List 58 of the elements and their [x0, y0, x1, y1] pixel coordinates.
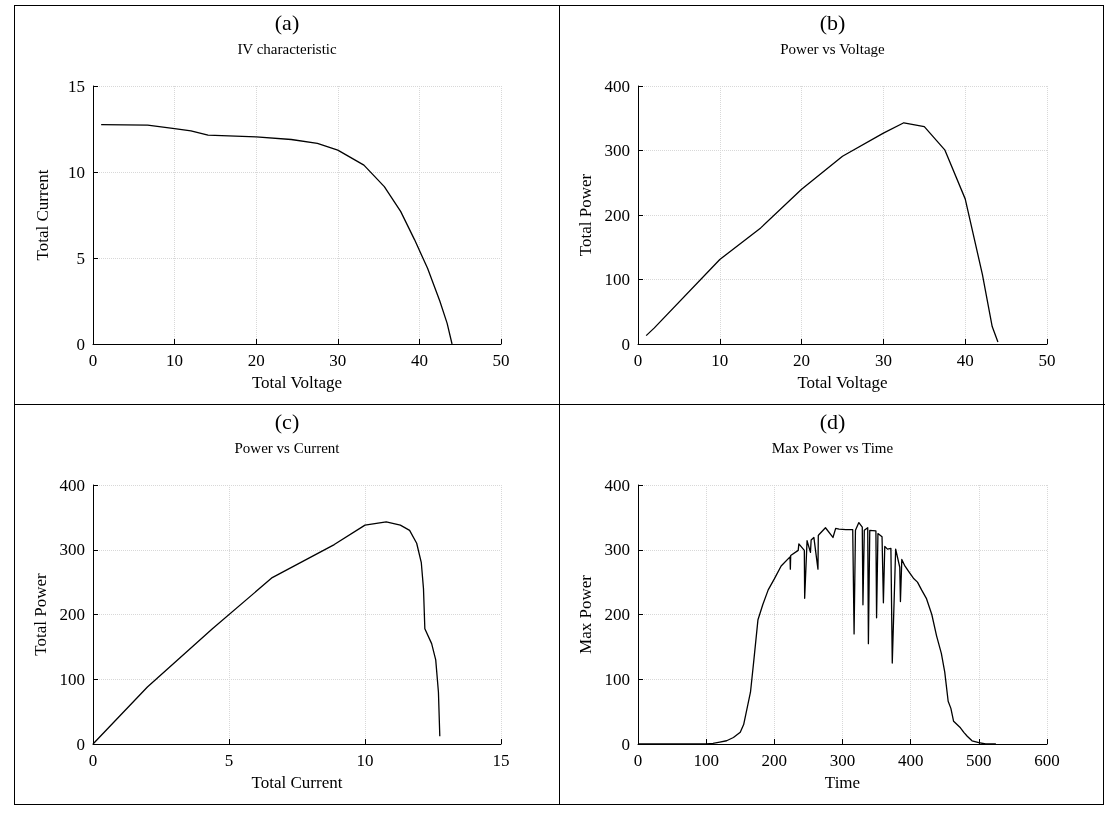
x-tick-label: 0 [633, 351, 643, 370]
y-tick-label: 100 [59, 669, 85, 689]
y-axis-title: Max Power [575, 574, 595, 654]
x-tick-label: 400 [897, 751, 924, 770]
x-tick-label: 500 [966, 751, 992, 770]
x-tick-label: 50 [1038, 351, 1056, 370]
y-tick-label: 0 [76, 734, 85, 754]
y-axis-title: Total Current [33, 169, 52, 261]
x-axis-title: Total Voltage [797, 372, 888, 392]
y-tick-label: 200 [59, 605, 85, 624]
y-axis-title: Total Power [30, 572, 50, 656]
y-tick-label: 200 [604, 605, 630, 624]
y-tick-label: 0 [621, 334, 630, 354]
x-tick-label: 20 [793, 351, 811, 370]
y-tick-label: 300 [604, 141, 630, 160]
x-tick-label: 0 [633, 751, 643, 770]
y-tick-label: 400 [59, 475, 85, 495]
x-axis-title: Total Voltage [251, 372, 343, 392]
y-tick-label: 400 [604, 475, 630, 495]
x-tick-label: 10 [711, 351, 729, 370]
chart-title: (c) [274, 408, 300, 434]
x-tick-label: 40 [956, 351, 974, 370]
x-axis-title: Time [824, 772, 861, 792]
y-tick-label: 0 [76, 334, 85, 354]
x-tick-label: 10 [166, 351, 184, 370]
x-tick-label: 300 [829, 751, 856, 770]
y-tick-label: 5 [76, 248, 85, 268]
x-tick-label: 40 [410, 351, 428, 370]
chart-subtitle: Max Power vs Time [771, 439, 894, 456]
x-tick-label: 0 [88, 351, 98, 370]
y-tick-label: 300 [59, 540, 85, 560]
chart-title: (b) [819, 9, 846, 35]
y-tick-label: 15 [68, 76, 85, 96]
chart-title: (a) [274, 9, 300, 35]
y-tick-label: 400 [604, 76, 630, 96]
y-axis-title: Total Power [575, 173, 595, 257]
x-tick-label: 20 [247, 351, 265, 370]
x-tick-label: 5 [224, 751, 234, 770]
x-tick-label: 30 [874, 351, 892, 370]
x-tick-label: 100 [693, 751, 719, 770]
y-tick-label: 0 [621, 734, 630, 754]
x-axis-title: Total Current [251, 772, 343, 792]
y-tick-label: 300 [604, 540, 630, 560]
x-tick-label: 50 [492, 351, 510, 370]
x-tick-label: 0 [88, 751, 98, 770]
x-tick-label: 200 [761, 751, 788, 770]
x-tick-label: 15 [492, 751, 510, 770]
y-tick-label: 200 [604, 205, 630, 225]
x-tick-label: 10 [356, 751, 374, 770]
x-tick-label: 30 [329, 351, 347, 370]
chart-title: (d) [819, 408, 846, 434]
y-tick-label: 100 [604, 270, 630, 289]
chart-subtitle: Power vs Voltage [780, 40, 886, 57]
chart-subtitle: Power vs Current [234, 439, 341, 456]
y-tick-label: 10 [68, 162, 85, 182]
x-tick-label: 600 [1034, 751, 1060, 770]
y-tick-label: 100 [604, 669, 630, 689]
chart-subtitle: IV characteristic [237, 40, 337, 57]
